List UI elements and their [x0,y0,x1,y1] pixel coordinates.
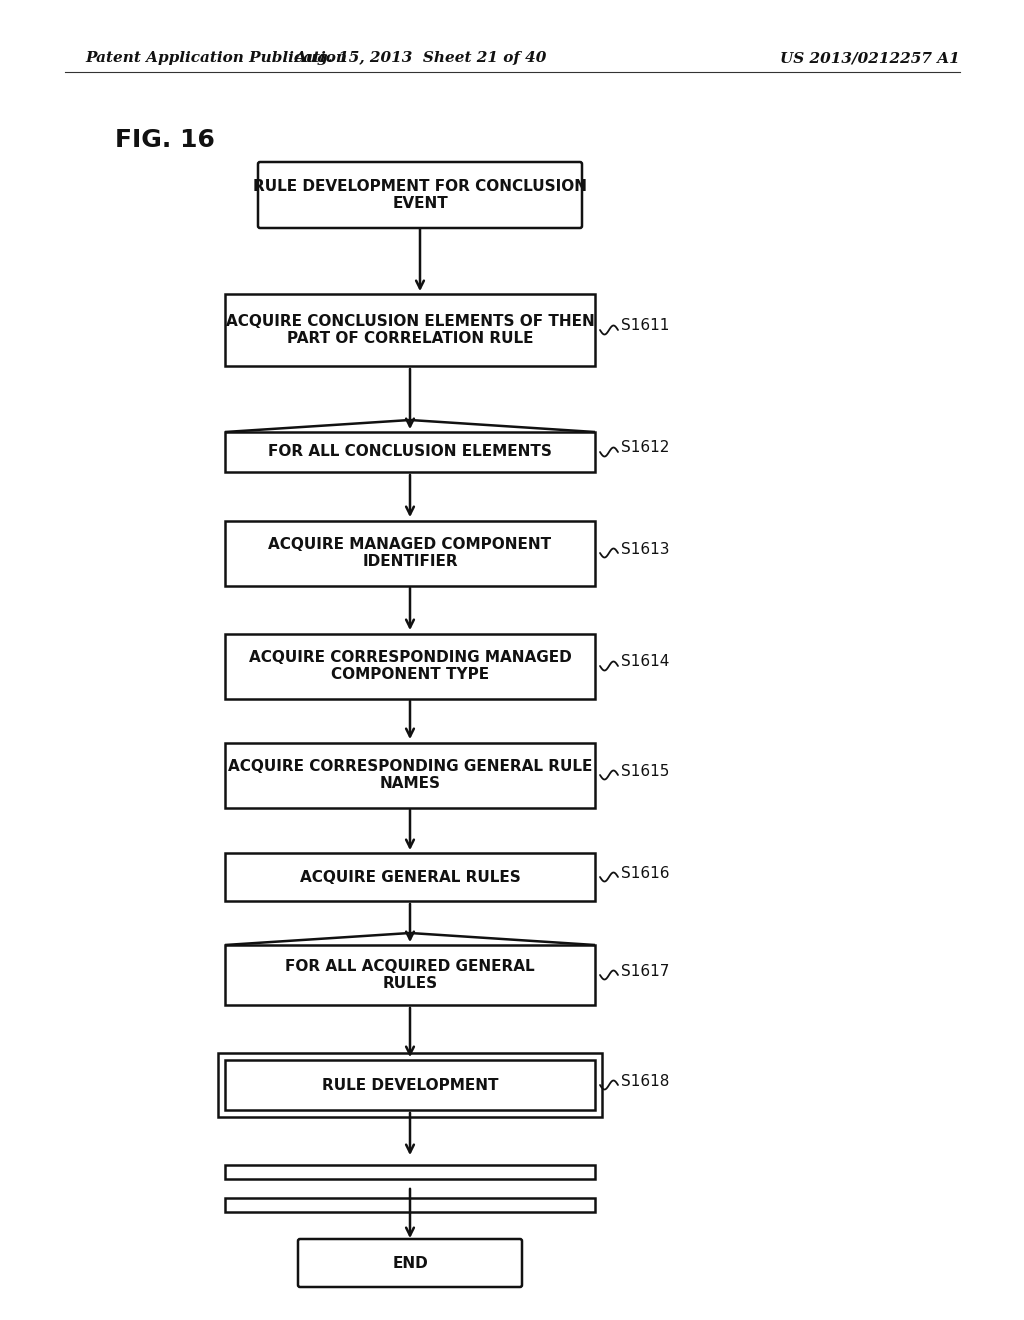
Bar [225,634,595,698]
Bar [225,1166,595,1179]
Text: END: END [392,1255,428,1270]
Text: ACQUIRE CORRESPONDING GENERAL RULE
NAMES: ACQUIRE CORRESPONDING GENERAL RULE NAMES [227,759,592,791]
Bar [225,432,595,473]
Text: ACQUIRE GENERAL RULES: ACQUIRE GENERAL RULES [300,870,520,884]
Text: FOR ALL CONCLUSION ELEMENTS: FOR ALL CONCLUSION ELEMENTS [268,445,552,459]
Text: S1612: S1612 [621,441,670,455]
Text: S1618: S1618 [621,1073,670,1089]
Text: S1614: S1614 [621,655,670,669]
Text: FIG. 16: FIG. 16 [115,128,215,152]
Text: S1613: S1613 [621,541,670,557]
Text: Patent Application Publication: Patent Application Publication [85,51,347,65]
Text: S1616: S1616 [621,866,670,880]
Text: ACQUIRE CORRESPONDING MANAGED
COMPONENT TYPE: ACQUIRE CORRESPONDING MANAGED COMPONENT … [249,649,571,682]
Bar [218,1053,602,1117]
Bar [225,853,595,902]
Text: FOR ALL ACQUIRED GENERAL
RULES: FOR ALL ACQUIRED GENERAL RULES [286,958,535,991]
Text: S1615: S1615 [621,763,670,779]
Bar [225,742,595,808]
Bar [225,294,595,366]
FancyBboxPatch shape [298,1239,522,1287]
Text: US 2013/0212257 A1: US 2013/0212257 A1 [780,51,959,65]
Bar [225,520,595,586]
Bar [225,945,595,1005]
Text: Aug. 15, 2013  Sheet 21 of 40: Aug. 15, 2013 Sheet 21 of 40 [294,51,546,65]
Text: ACQUIRE MANAGED COMPONENT
IDENTIFIER: ACQUIRE MANAGED COMPONENT IDENTIFIER [268,537,552,569]
Text: ACQUIRE CONCLUSION ELEMENTS OF THEN
PART OF CORRELATION RULE: ACQUIRE CONCLUSION ELEMENTS OF THEN PART… [225,314,594,346]
Text: RULE DEVELOPMENT FOR CONCLUSION
EVENT: RULE DEVELOPMENT FOR CONCLUSION EVENT [253,178,587,211]
Text: S1617: S1617 [621,964,670,978]
Text: S1611: S1611 [621,318,670,334]
Text: RULE DEVELOPMENT: RULE DEVELOPMENT [322,1077,499,1093]
FancyBboxPatch shape [258,162,582,228]
Bar [225,1199,595,1212]
Bar [225,1060,595,1110]
